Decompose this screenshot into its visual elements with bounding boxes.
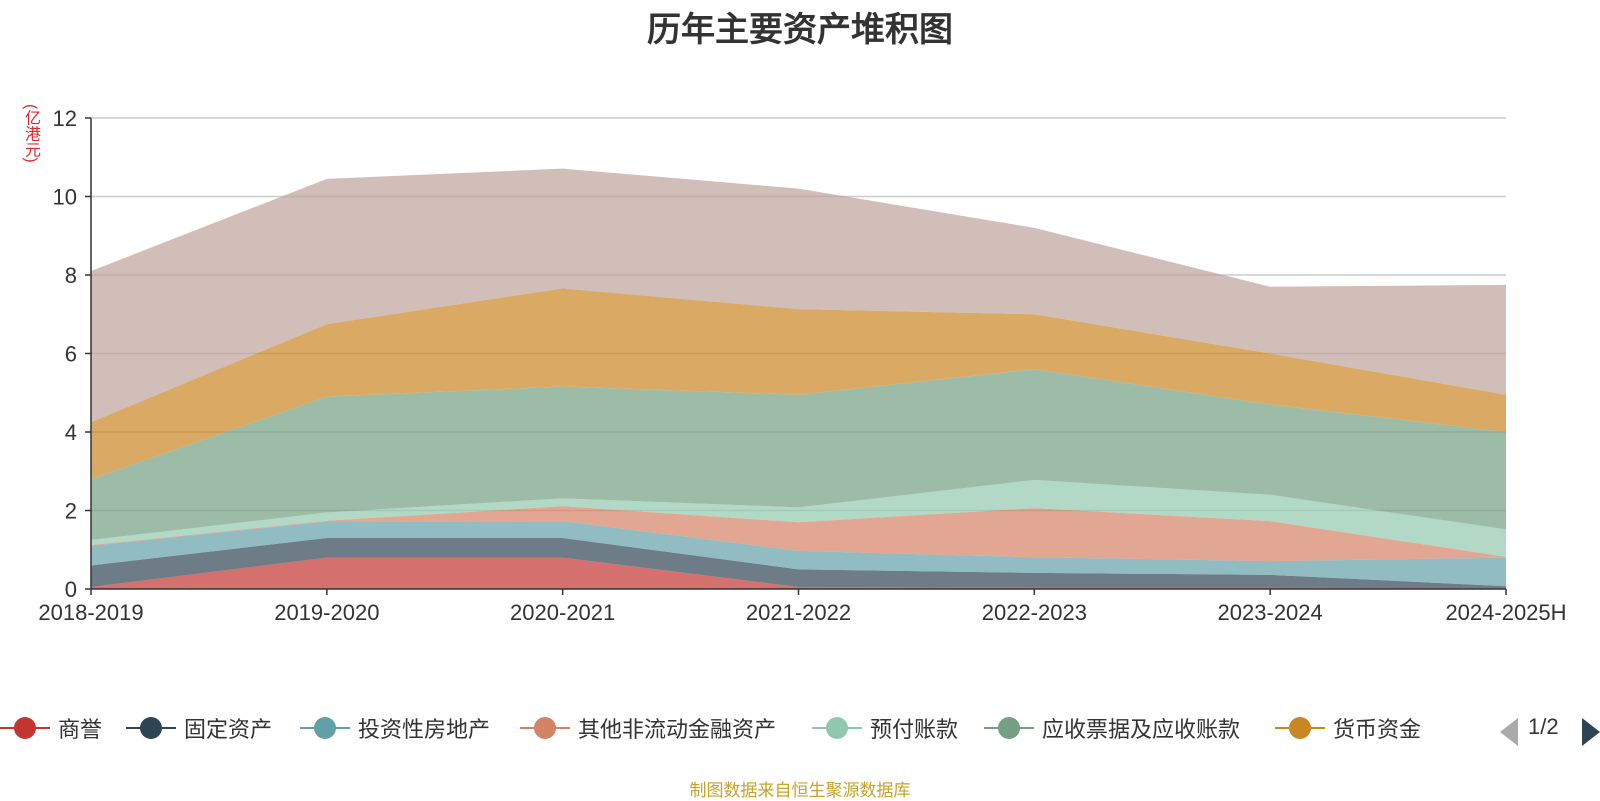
stacked-area-chart: 0 2 4 6 8 10 12 2018-2019 2019-2020 2020-2021 2021… (38, 106, 1566, 625)
area-series-1 (91, 537, 1506, 589)
legend-item[interactable]: 预付账款 (812, 708, 958, 748)
y-tick-label: 8 (65, 263, 77, 288)
legend-marker-icon (140, 717, 162, 739)
legend-item[interactable]: 应收票据及应收账款 (984, 708, 1240, 748)
x-tick-label: 2024-2025H (1445, 600, 1566, 625)
area-series-7 (91, 168, 1506, 423)
area-series-3 (91, 506, 1506, 562)
legend-swatch (812, 717, 862, 739)
legend-marker-icon (1289, 717, 1311, 739)
legend-item[interactable]: 商誉 (0, 708, 102, 748)
legend-marker-icon (998, 717, 1020, 739)
legend-label: 应收票据及应收账款 (1042, 717, 1241, 742)
legend-prev-page-icon[interactable] (1500, 718, 1518, 746)
area-series-0 (91, 557, 1506, 589)
data-source-note: 制图数据来自恒生聚源数据库 (689, 781, 911, 800)
legend-swatch (984, 717, 1034, 739)
y-tick-label: 10 (53, 185, 77, 210)
legend-label: 货币资金 (1333, 717, 1422, 742)
legend-item[interactable]: 投资性房地产 (300, 708, 490, 748)
legend-swatch (0, 717, 50, 739)
legend: 商誉 固定资产 投资性房地产 其他非流动金融资产 预付账款 应收票据及应收账款 货币资金 (0, 708, 1600, 748)
y-tick-label: 6 (65, 342, 77, 367)
legend-next-page-icon[interactable] (1582, 718, 1600, 746)
legend-marker-icon (314, 717, 336, 739)
legend-label: 投资性房地产 (358, 717, 491, 742)
area-series-4 (91, 479, 1506, 557)
x-tick-label: 2020-2021 (510, 600, 615, 625)
chart-title: 历年主要资产堆积图 (647, 11, 953, 49)
legend-swatch (1275, 717, 1325, 739)
legend-marker-icon (534, 717, 556, 739)
legend-swatch (300, 717, 350, 739)
x-tick-label: 2021-2022 (746, 600, 851, 625)
x-tick-label: 2022-2023 (982, 600, 1087, 625)
legend-label: 固定资产 (184, 717, 273, 742)
legend-swatch (520, 717, 570, 739)
legend-marker-icon (14, 717, 36, 739)
area-series-5 (91, 369, 1506, 540)
x-tick-label: 2019-2020 (274, 600, 379, 625)
y-tick-label: 0 (65, 577, 77, 602)
y-axis-unit-label: (亿港元) (22, 104, 39, 163)
legend-label: 商誉 (58, 717, 103, 742)
legend-page-indicator: 1/2 (1528, 714, 1559, 739)
legend-pager: 1/2 (1500, 708, 1600, 748)
legend-label: 其他非流动金融资产 (578, 717, 777, 742)
y-tick-label: 2 (65, 499, 77, 524)
area-layers (91, 168, 1506, 589)
area-series-2 (91, 521, 1506, 587)
legend-item[interactable]: 固定资产 (126, 708, 272, 748)
axes: 0 2 4 6 8 10 12 2018-2019 2019-2020 2020-2021 2021… (38, 106, 1566, 625)
y-tick-label: 4 (65, 420, 77, 445)
legend-swatch (126, 717, 176, 739)
x-tick-label: 2023-2024 (1218, 600, 1323, 625)
y-tick-label: 12 (53, 106, 77, 131)
legend-item[interactable]: 其他非流动金融资产 (520, 708, 776, 748)
area-series-6 (91, 288, 1506, 480)
legend-marker-icon (826, 717, 848, 739)
x-tick-label: 2018-2019 (38, 600, 143, 625)
legend-item[interactable]: 货币资金 (1275, 708, 1421, 748)
legend-label: 预付账款 (870, 717, 959, 742)
